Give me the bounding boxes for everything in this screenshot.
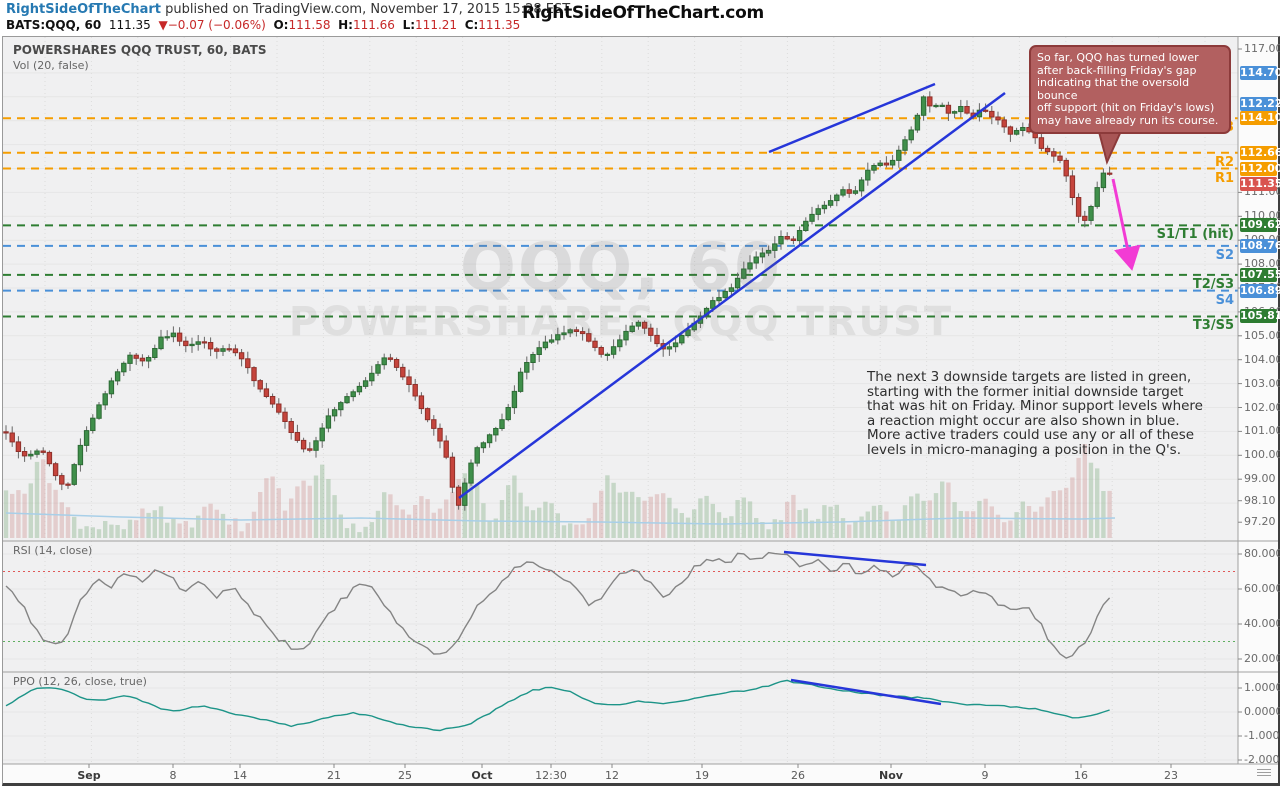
level-label: S4 bbox=[1215, 293, 1234, 308]
rsi-line bbox=[5, 551, 1111, 659]
last-price: 111.35 bbox=[108, 18, 151, 32]
level-price-badge: 108.76 bbox=[1240, 239, 1280, 253]
published-text: published on TradingView.com, November 1… bbox=[161, 2, 571, 17]
price-tick-label: 102.00 bbox=[1244, 401, 1280, 414]
price-tick-label: 101.00 bbox=[1244, 424, 1280, 437]
level-label: T2/S3 bbox=[1192, 277, 1234, 292]
volume-ma-line bbox=[5, 512, 1116, 525]
watermark-symbol: QQQ, 60 bbox=[459, 229, 783, 306]
level-label: R2 bbox=[1214, 155, 1234, 170]
rsi-tick-label: 80.0000 bbox=[1244, 547, 1280, 560]
low-label: L: bbox=[402, 18, 416, 32]
price-tick-label: 117.00 bbox=[1244, 42, 1280, 55]
time-tick-label: Sep bbox=[77, 769, 101, 782]
time-tick-label: 21 bbox=[327, 769, 341, 782]
high-value: 111.66 bbox=[352, 18, 395, 32]
site-link[interactable]: RightSideOfTheChart bbox=[6, 2, 162, 17]
open-label: O: bbox=[273, 18, 289, 32]
time-axis-menu-icon[interactable] bbox=[1257, 767, 1271, 776]
page-header: RightSideOfTheChart published on Trading… bbox=[0, 0, 1280, 36]
symbol-interval: BATS:QQQ, 60 bbox=[6, 18, 102, 32]
price-tick-label: 99.00 bbox=[1244, 472, 1276, 485]
time-tick-label: 23 bbox=[1164, 769, 1178, 782]
level-label: S2 bbox=[1215, 248, 1234, 263]
price-axis-badge: 112.22 bbox=[1240, 97, 1280, 111]
level-label: S1/T1 (hit) bbox=[1156, 227, 1234, 242]
ppo-tick-label: 0.0000 bbox=[1244, 705, 1280, 718]
time-tick-label: Nov bbox=[879, 769, 903, 782]
ppo-tick-label: -2.0000 bbox=[1244, 753, 1280, 766]
level-price-badge: 112.66 bbox=[1240, 146, 1280, 160]
time-tick-label: 19 bbox=[695, 769, 709, 782]
level-price-badge: 112.00 bbox=[1240, 162, 1280, 176]
high-label: H: bbox=[338, 18, 353, 32]
price-change: −0.07 (−0.06%) bbox=[167, 18, 266, 32]
low-value: 111.21 bbox=[415, 18, 458, 32]
time-tick-label: 26 bbox=[791, 769, 805, 782]
down-arrow-icon: ▼ bbox=[158, 18, 168, 32]
ppo-line bbox=[5, 679, 1110, 732]
price-tick-label: 105.00 bbox=[1244, 329, 1280, 342]
annotation-note: The next 3 downside targets are listed i… bbox=[867, 369, 1203, 458]
level-price-badge: 114.10 bbox=[1240, 111, 1280, 125]
close-label: C: bbox=[464, 18, 479, 32]
price-tick-label: 108.00 bbox=[1244, 257, 1280, 270]
level-price-badge: 107.55 bbox=[1240, 268, 1280, 282]
price-tick-label: 98.10 bbox=[1244, 494, 1276, 507]
price-trendline-1 bbox=[458, 91, 1006, 500]
rsi-trendline bbox=[783, 550, 927, 567]
level-price-badge: 109.62 bbox=[1240, 218, 1280, 232]
time-tick-label: Oct bbox=[471, 769, 493, 782]
price-tick-label: 97.20 bbox=[1244, 515, 1276, 528]
time-tick-label: 9 bbox=[981, 769, 989, 782]
ppo-tick-label: -1.0000 bbox=[1244, 729, 1280, 742]
level-label: T3/S5 bbox=[1192, 318, 1234, 333]
candlestick-series bbox=[3, 91, 1113, 511]
level-price-badge: 105.81 bbox=[1240, 309, 1280, 323]
time-axis-background bbox=[3, 764, 1278, 783]
ppo-legend: PPO (12, 26, close, true) bbox=[13, 675, 147, 688]
price-tick-label: 104.00 bbox=[1244, 353, 1280, 366]
time-tick-label: 16 bbox=[1074, 769, 1088, 782]
annotation-callout: So far, QQQ has turned lower after back-… bbox=[1029, 45, 1231, 134]
rsi-tick-label: 20.0000 bbox=[1244, 652, 1280, 665]
open-value: 111.58 bbox=[288, 18, 331, 32]
last-price-badge: 111.35 bbox=[1240, 177, 1280, 191]
publish-info: RightSideOfTheChart published on Trading… bbox=[6, 2, 570, 17]
site-brand-title: RightSideOfTheChart.com bbox=[522, 3, 764, 23]
rsi-tick-label: 60.0000 bbox=[1244, 582, 1280, 595]
time-tick-label: 12:30 bbox=[535, 769, 567, 782]
price-axis-badge: 114.70 bbox=[1240, 66, 1280, 80]
watermark-name: POWERSHARES QQQ TRUST bbox=[288, 299, 954, 345]
close-value: 111.35 bbox=[478, 18, 521, 32]
symbol-quote-row: BATS:QQQ, 60 111.35 ▼−0.07 (−0.06%) O:11… bbox=[6, 18, 520, 32]
volume-legend: Vol (20, false) bbox=[13, 59, 89, 72]
chart-frame: POWERSHARES QQQ TRUST, 60, BATS Vol (20,… bbox=[2, 36, 1280, 786]
chart-title-legend: POWERSHARES QQQ TRUST, 60, BATS bbox=[13, 43, 267, 57]
projection-arrow bbox=[1111, 178, 1141, 271]
ppo-trendline bbox=[790, 678, 942, 706]
time-tick-label: 25 bbox=[398, 769, 412, 782]
level-label: R1 bbox=[1214, 171, 1234, 186]
rsi-legend: RSI (14, close) bbox=[13, 544, 93, 557]
price-tick-label: 100.00 bbox=[1244, 448, 1280, 461]
time-tick-label: 14 bbox=[233, 769, 247, 782]
price-trendline-2 bbox=[768, 82, 936, 154]
level-price-badge: 106.89 bbox=[1240, 284, 1280, 298]
time-tick-label: 12 bbox=[605, 769, 619, 782]
rsi-tick-label: 40.0000 bbox=[1244, 617, 1280, 630]
price-tick-label: 103.00 bbox=[1244, 377, 1280, 390]
ppo-tick-label: 1.0000 bbox=[1244, 681, 1280, 694]
time-tick-label: 8 bbox=[169, 769, 177, 782]
